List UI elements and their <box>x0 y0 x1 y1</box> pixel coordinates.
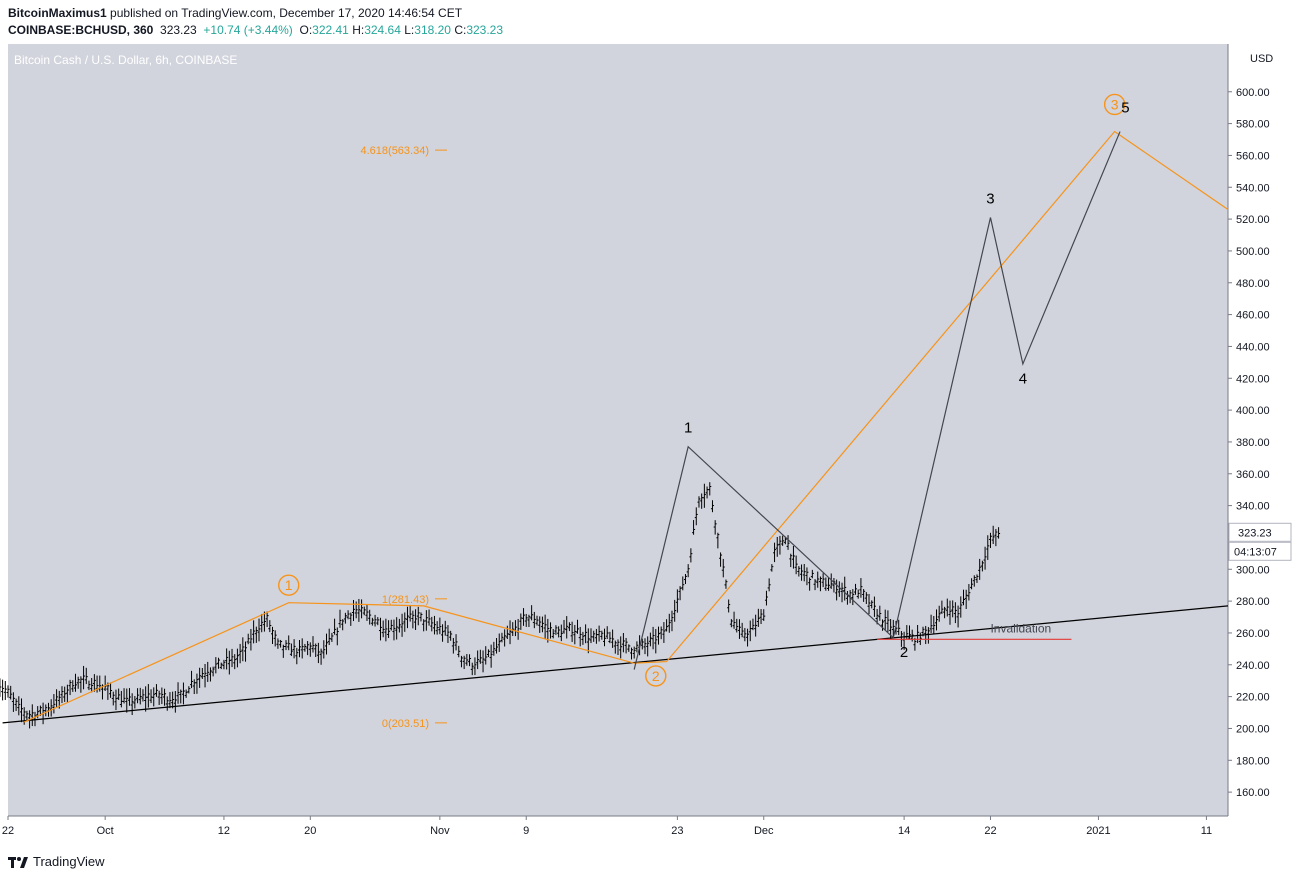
y-tick-label: 500.00 <box>1236 246 1270 258</box>
y-tick-label: 200.00 <box>1236 723 1270 735</box>
orange-wave-path <box>23 130 1229 723</box>
last-price-tag <box>1228 522 1292 542</box>
fib-level-label: 0(203.51) <box>382 718 429 730</box>
y-tick-label: 260.00 <box>1236 628 1270 640</box>
invalidation-label: Invalidation <box>990 621 1051 635</box>
low-label: L: <box>404 23 415 37</box>
open-label: O: <box>299 23 313 37</box>
high-label: H: <box>352 23 365 37</box>
black-wave-label: 4 <box>1019 370 1027 387</box>
y-tick-label: 300.00 <box>1236 564 1270 576</box>
black-wave-label: 2 <box>900 644 908 661</box>
x-tick-label: Nov <box>430 825 450 837</box>
y-tick-label: 540.00 <box>1236 182 1270 194</box>
orange-wave-label: 2 <box>652 668 660 684</box>
y-tick-label: 400.00 <box>1236 405 1270 417</box>
symbol-info: COINBASE:BCHUSD, 360 323.23 +10.74 (+3.4… <box>8 23 503 37</box>
y-tick-label: 160.00 <box>1236 787 1270 799</box>
y-tick-label: 380.00 <box>1236 437 1270 449</box>
y-tick-label: 240.00 <box>1236 660 1270 672</box>
high-value: 324.64 <box>364 23 401 37</box>
currency-label: USD <box>1250 53 1273 65</box>
y-tick-label: 560.00 <box>1236 150 1270 162</box>
orange-wave-label-circle <box>1103 93 1126 116</box>
x-tick-label: 20 <box>304 825 316 837</box>
x-tick-label: 23 <box>671 825 683 837</box>
y-tick-label: 440.00 <box>1236 341 1270 353</box>
tradingview-footer[interactable]: TradingView <box>8 854 105 869</box>
price-tags: 323.23 04:13:07 <box>1228 522 1292 561</box>
fib-level-label: 1(281.43) <box>382 594 429 606</box>
y-tick-label: 600.00 <box>1236 87 1270 99</box>
orange-wave-label: 3 <box>1111 96 1119 112</box>
open-value: 322.41 <box>312 23 349 37</box>
y-tick-label: 460.00 <box>1236 310 1270 322</box>
y-tick-label: 180.00 <box>1236 755 1270 767</box>
x-tick-label: 11 <box>1201 825 1212 837</box>
close-label: C: <box>454 23 467 37</box>
black-wave-path <box>633 131 1121 670</box>
countdown-tag-label: 04:13:07 <box>1234 546 1277 558</box>
low-value: 318.20 <box>414 23 451 37</box>
y-tick-label: 220.00 <box>1236 692 1270 704</box>
symbol-name: COINBASE:BCHUSD, 360 <box>8 23 154 37</box>
published-text: published on TradingView.com, December 1… <box>110 6 463 20</box>
orange-wave-label-circle <box>278 574 300 596</box>
y-tick-label: 580.00 <box>1236 119 1270 131</box>
chart-title: Bitcoin Cash / U.S. Dollar, 6h, COINBASE <box>14 53 237 67</box>
x-tick-label: Dec <box>754 825 774 837</box>
tradingview-logo-icon <box>8 856 28 868</box>
close-value: 323.23 <box>466 23 504 37</box>
x-tick-label: 14 <box>898 825 910 837</box>
time-axis[interactable]: 22 Oct 12 20 Nov 9 23 Dec 14 22 2021 11 <box>2 816 1212 837</box>
last-price-text: 323.23 <box>160 23 197 37</box>
support-trendline <box>2 605 1229 724</box>
orange-wave-label: 1 <box>285 577 293 593</box>
y-tick-label: 280.00 <box>1236 596 1270 608</box>
publish-info: BitcoinMaximus1 published on TradingView… <box>8 6 462 20</box>
last-price-tag-label: 323.23 <box>1238 527 1272 539</box>
countdown-tag <box>1228 541 1292 561</box>
y-tick-label: 520.00 <box>1236 214 1270 226</box>
black-wave-label: 3 <box>986 190 994 207</box>
footer-brand: TradingView <box>33 854 105 869</box>
price-change: +10.74 (+3.44%) <box>203 23 293 37</box>
author-name[interactable]: BitcoinMaximus1 <box>8 6 107 20</box>
x-tick-label: Oct <box>97 825 114 837</box>
x-tick-label: 9 <box>523 825 529 837</box>
y-tick-label: 360.00 <box>1236 469 1270 481</box>
x-tick-label: 12 <box>218 825 230 837</box>
y-tick-label: 480.00 <box>1236 278 1270 290</box>
price-axis[interactable]: 160.00 180.00 200.00 220.00 240.00 260.00 280.… <box>1228 87 1270 799</box>
x-tick-label: 2021 <box>1086 825 1110 837</box>
drawings: Invalidation 4.618(563.34) 1(281.43) 0(203.… <box>2 93 1229 730</box>
black-wave-label: 5 <box>1121 100 1129 117</box>
y-tick-label: 340.00 <box>1236 501 1270 513</box>
x-tick-label: 22 <box>984 825 996 837</box>
fib-level-label: 4.618(563.34) <box>361 145 430 157</box>
chart-plot-area[interactable] <box>8 44 1228 816</box>
y-tick-label: 420.00 <box>1236 373 1270 385</box>
x-tick-label: 22 <box>2 825 14 837</box>
orange-wave-label-circle <box>645 665 667 687</box>
black-wave-label: 1 <box>684 420 692 437</box>
